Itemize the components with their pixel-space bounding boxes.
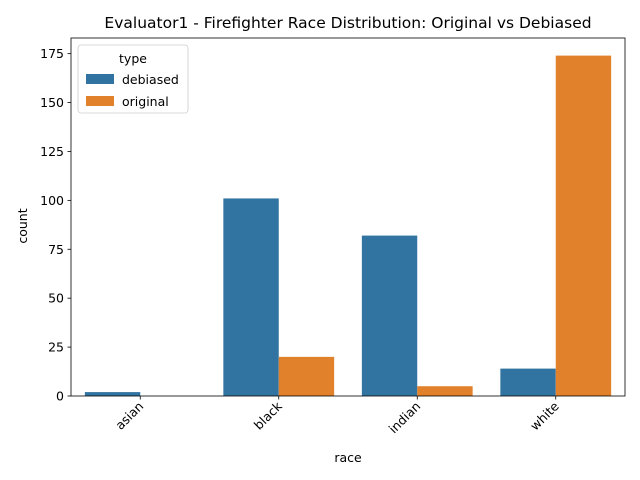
legend-label-debiased: debiased <box>122 72 179 87</box>
y-tick-label: 150 <box>40 95 64 110</box>
legend-swatch-debiased <box>86 74 114 84</box>
legend-swatch-original <box>86 96 114 106</box>
plot-area <box>70 37 626 397</box>
y-axis: 0 25 50 75 100 125 150 175 <box>40 46 71 404</box>
legend: type debiased original <box>77 44 189 114</box>
x-tick-label-indian: indian <box>386 399 424 437</box>
bar-original-indian <box>417 386 473 396</box>
x-tick-label-black: black <box>251 398 286 433</box>
plot-frame <box>70 37 626 397</box>
y-tick-label: 125 <box>40 144 64 159</box>
bar-original-white <box>555 55 612 397</box>
x-tick-label-white: white <box>527 398 562 433</box>
x-axis: asian black indian white <box>112 396 562 436</box>
y-axis-label: count <box>15 208 30 243</box>
bar-original-black <box>278 356 335 396</box>
bar-debiased-black <box>223 198 279 396</box>
y-tick-label: 0 <box>56 389 64 404</box>
y-tick-label: 75 <box>48 242 64 257</box>
y-tick-label: 100 <box>40 193 64 208</box>
legend-title: type <box>119 51 147 66</box>
x-tick-label-asian: asian <box>112 399 146 433</box>
y-tick-label: 50 <box>48 291 64 306</box>
legend-label-original: original <box>122 94 169 109</box>
y-tick-label: 25 <box>48 340 64 355</box>
bar-debiased-indian <box>361 235 418 396</box>
chart-title: Evaluator1 - Firefighter Race Distributi… <box>104 14 591 32</box>
bar-debiased-white <box>500 368 556 396</box>
x-axis-label: race <box>334 450 362 465</box>
bar-debiased-asian <box>84 392 141 396</box>
y-tick-label: 175 <box>40 46 64 61</box>
